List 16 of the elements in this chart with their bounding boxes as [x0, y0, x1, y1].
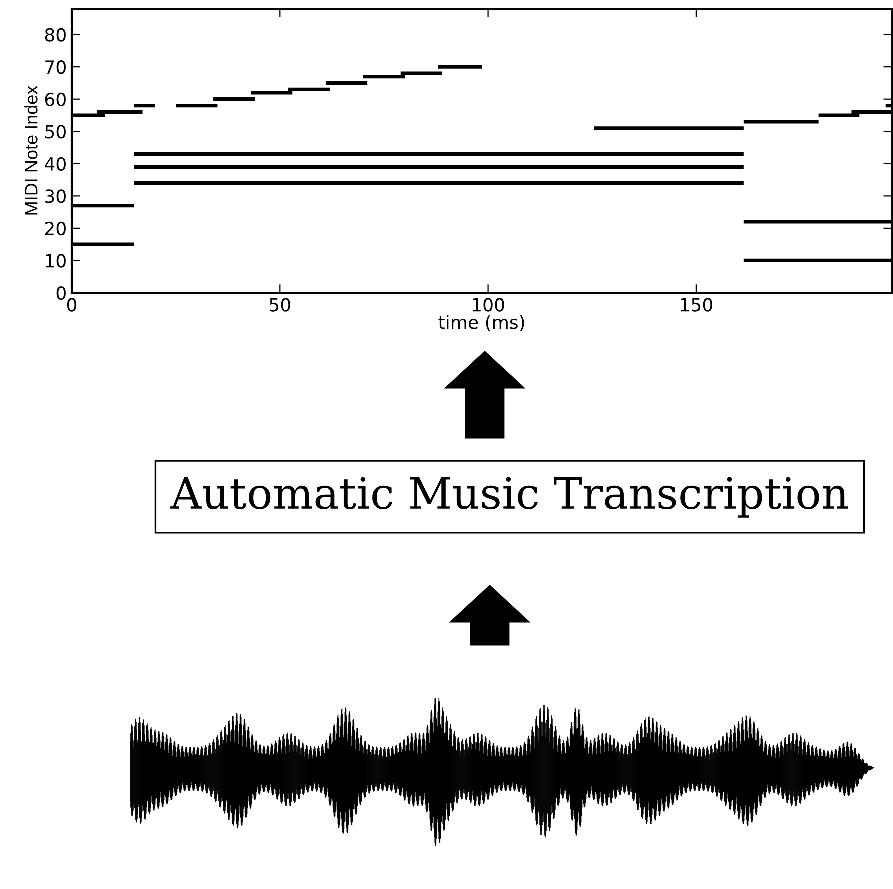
y-tick-label: 40 [45, 157, 66, 172]
y-tick-label: 70 [46, 60, 66, 74]
y-tick-label: 10 [46, 254, 66, 268]
x-tick-label: 150 [681, 298, 712, 312]
y-tick-label: 20 [45, 222, 66, 236]
x-tick-label: 100 [473, 298, 504, 312]
x-tick-label: 0 [67, 298, 77, 312]
y-tick-label: 80 [45, 28, 66, 42]
y-axis-title: MIDI Note Index [24, 86, 38, 215]
x-tick-label: 50 [270, 298, 290, 312]
y-tick-label: 30 [46, 190, 66, 204]
text: Automatic Music Transcription [170, 477, 848, 518]
y-tick-label: 60 [45, 92, 66, 106]
y-tick-label: 0 [56, 286, 66, 300]
y-tick-label: 50 [46, 125, 66, 139]
x-axis-title: time (ms) [438, 315, 524, 332]
